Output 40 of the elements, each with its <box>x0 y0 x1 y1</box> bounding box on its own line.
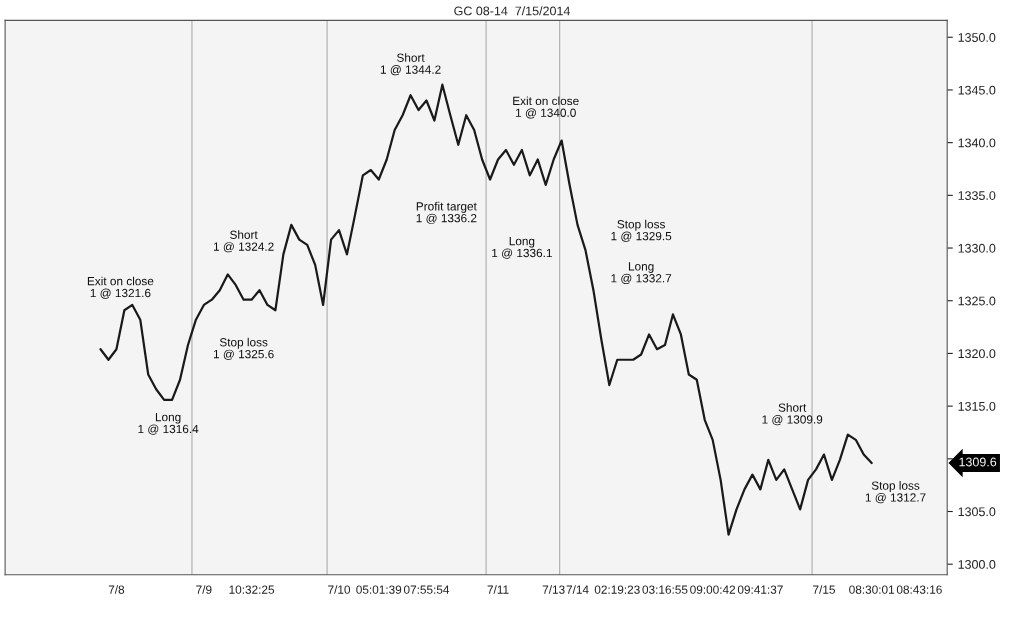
annotation: Profit target 1 @ 1336.2 <box>416 201 477 224</box>
annotation: Stop loss 1 @ 1325.6 <box>213 337 274 360</box>
y-tick-label: 1305.0 <box>958 507 996 517</box>
y-tick-label: 1330.0 <box>958 243 996 253</box>
x-tick-label: 03:16:55 <box>642 585 688 594</box>
x-tick-label: 08:30:01 <box>849 585 895 594</box>
x-tick-label: 05:01:39 <box>356 585 402 594</box>
y-tick-label: 1300.0 <box>958 560 996 569</box>
annotation: Short 1 @ 1309.9 <box>762 403 823 426</box>
y-tick-label: 1315.0 <box>958 401 996 411</box>
x-tick-label: 02:19:23 <box>594 585 640 594</box>
annotation: Short 1 @ 1324.2 <box>213 230 274 253</box>
x-tick-label: 7/11 <box>487 585 509 594</box>
text: 1309.6 <box>959 457 997 467</box>
annotation: Long 1 @ 1336.1 <box>492 237 552 259</box>
y-tick-label: 1335.0 <box>958 191 996 200</box>
chart-title: GC 08-14 7/15/2014 <box>454 6 571 16</box>
y-tick-label: 1320.0 <box>958 349 996 359</box>
x-tick-label: 7/10 <box>328 585 351 594</box>
annotation: Long 1 @ 1332.7 <box>611 262 672 284</box>
y-tick-label: 1350.0 <box>958 33 996 42</box>
annotation: Exit on close 1 @ 1321.6 <box>87 276 154 299</box>
y-tick-label: 1325.0 <box>958 296 996 306</box>
x-tick-label: 10:32:25 <box>229 585 275 594</box>
annotation: Stop loss 1 @ 1329.5 <box>611 219 672 242</box>
x-tick-label: 09:00:42 <box>690 585 736 594</box>
annotation: Stop loss 1 @ 1312.7 <box>865 481 926 504</box>
x-tick-label: 7/14 <box>566 585 589 594</box>
y-tick-label: 1345.0 <box>958 85 996 95</box>
x-tick-label: 7/9 <box>196 585 212 594</box>
annotation: Short 1 @ 1344.2 <box>380 53 441 76</box>
x-tick-label: 7/13 <box>542 585 565 594</box>
x-tick-label: 07:55:54 <box>403 585 450 594</box>
y-tick-label: 1340.0 <box>958 138 996 148</box>
annotation: Long 1 @ 1316.4 <box>138 413 199 435</box>
x-tick-label: 7/15 <box>813 585 835 594</box>
annotation: Exit on close 1 @ 1340.0 <box>513 96 579 119</box>
x-tick-label: 08:43:16 <box>896 585 942 594</box>
x-tick-label: 7/8 <box>108 585 125 594</box>
x-tick-label: 09:41:37 <box>737 585 783 594</box>
